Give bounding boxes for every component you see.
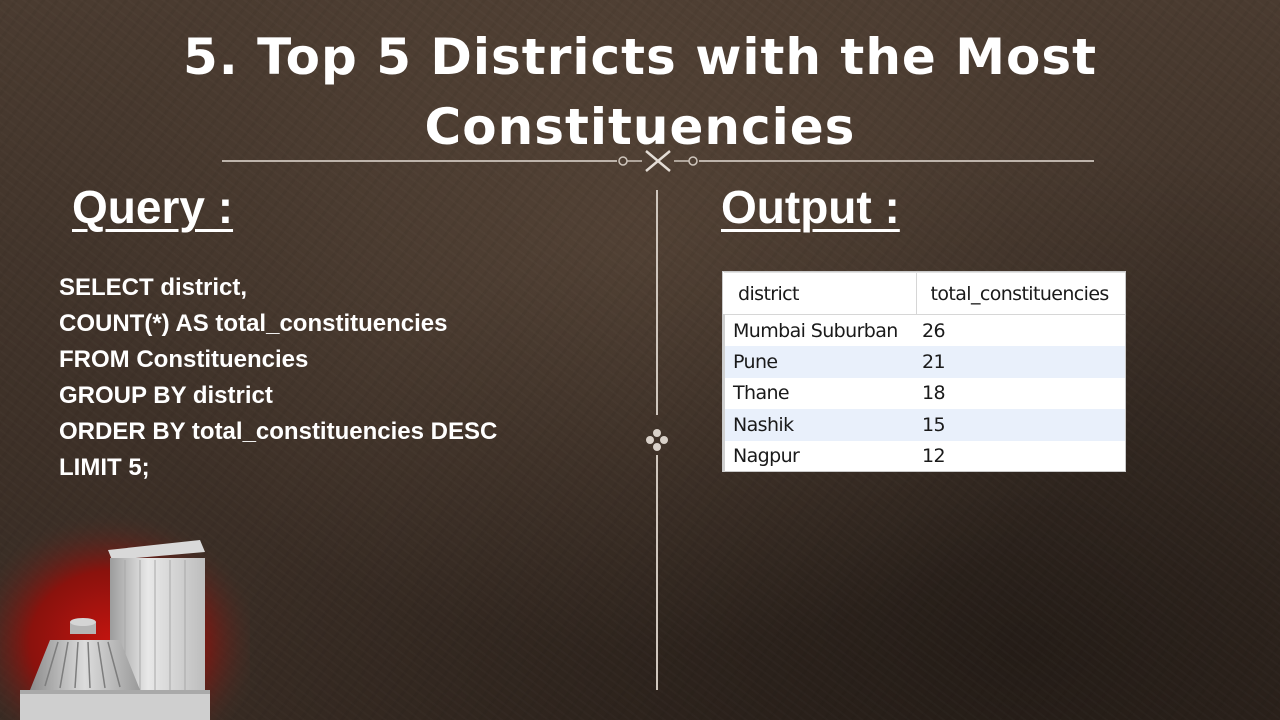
query-line: FROM Constituencies bbox=[59, 346, 309, 373]
count-cell: 26 bbox=[922, 319, 946, 342]
district-cell: Nagpur bbox=[723, 440, 916, 472]
query-line: COUNT(*) AS total_constituencies bbox=[59, 310, 448, 337]
district-cell: Mumbai Suburban bbox=[723, 314, 916, 346]
slide-title: 5. Top 5 Districts with the Most Constit… bbox=[182, 28, 1098, 156]
sql-query: SELECT district, COUNT(*) AS total_const… bbox=[59, 270, 497, 486]
query-line: LIMIT 5; bbox=[59, 454, 150, 481]
count-cell: 21 bbox=[916, 346, 1125, 378]
count-cell: 18 bbox=[922, 382, 946, 405]
legislature-building-image bbox=[0, 500, 250, 720]
query-heading: Query : bbox=[72, 181, 234, 233]
table-row[interactable]: Mumbai Suburban 26 bbox=[723, 314, 1125, 346]
district-cell: Thane bbox=[723, 377, 916, 409]
count-cell: 15 bbox=[916, 409, 1125, 441]
result-grid: district total_constituencies Mumbai Sub… bbox=[722, 271, 1126, 472]
column-header-district[interactable]: district bbox=[724, 272, 916, 315]
output-heading: Output : bbox=[721, 181, 900, 233]
query-line: GROUP BY district bbox=[59, 382, 273, 409]
district-cell: Pune bbox=[723, 346, 916, 378]
query-line: SELECT district, bbox=[59, 274, 248, 301]
count-cell: 12 bbox=[922, 445, 946, 468]
table-row[interactable]: Nagpur 12 bbox=[723, 440, 1125, 472]
district-cell: Nashik bbox=[723, 409, 916, 441]
vertical-divider bbox=[646, 190, 668, 690]
ornamental-divider bbox=[222, 150, 1094, 172]
table-row[interactable]: Thane 18 bbox=[723, 377, 1125, 409]
column-header-total-constituencies[interactable]: total_constituencies bbox=[915, 272, 1125, 315]
table-row[interactable]: Nashik 15 bbox=[723, 409, 1125, 441]
query-line: ORDER BY total_constituencies DESC bbox=[59, 418, 498, 445]
flourish-icon bbox=[646, 429, 668, 451]
table-row[interactable]: Pune 21 bbox=[723, 346, 1125, 378]
